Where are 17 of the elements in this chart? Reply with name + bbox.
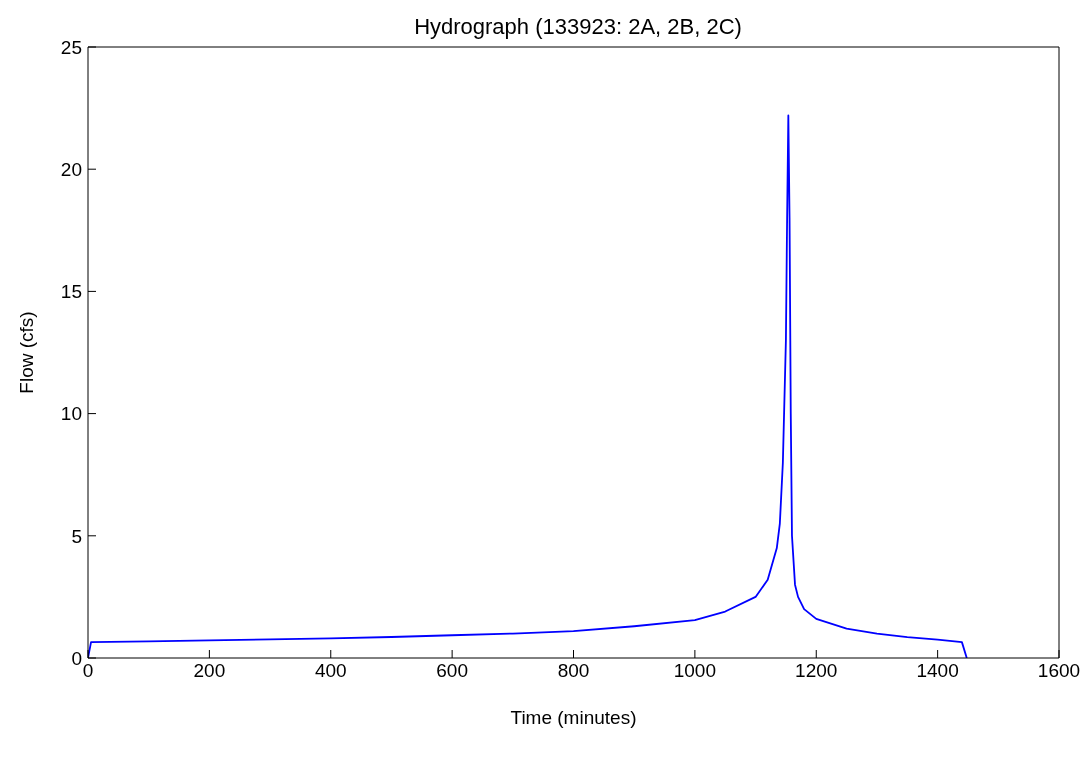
y-axis-title: Flow (cfs) — [15, 311, 37, 394]
line-series — [88, 114, 968, 658]
y-tick-label: 20 — [60, 158, 82, 180]
x-tick-label: 200 — [193, 660, 226, 682]
chart-title: Hydrograph (133923: 2A, 2B, 2C) — [413, 14, 743, 40]
y-tick-label: 10 — [60, 403, 82, 425]
x-tick-label: 1400 — [916, 660, 959, 682]
y-tick-label: 25 — [60, 36, 82, 58]
x-tick-label: 600 — [436, 660, 468, 682]
x-tick-label: 800 — [557, 660, 590, 682]
y-tick-label: 15 — [60, 281, 82, 303]
x-axis-title: Time (minutes) — [510, 707, 637, 728]
y-tick-label: 5 — [71, 525, 82, 547]
x-tick-label: 1600 — [1037, 660, 1081, 682]
x-tick-label: 1200 — [795, 660, 838, 682]
x-tick-label: 400 — [314, 660, 347, 682]
x-tick-label: 1000 — [673, 660, 717, 682]
